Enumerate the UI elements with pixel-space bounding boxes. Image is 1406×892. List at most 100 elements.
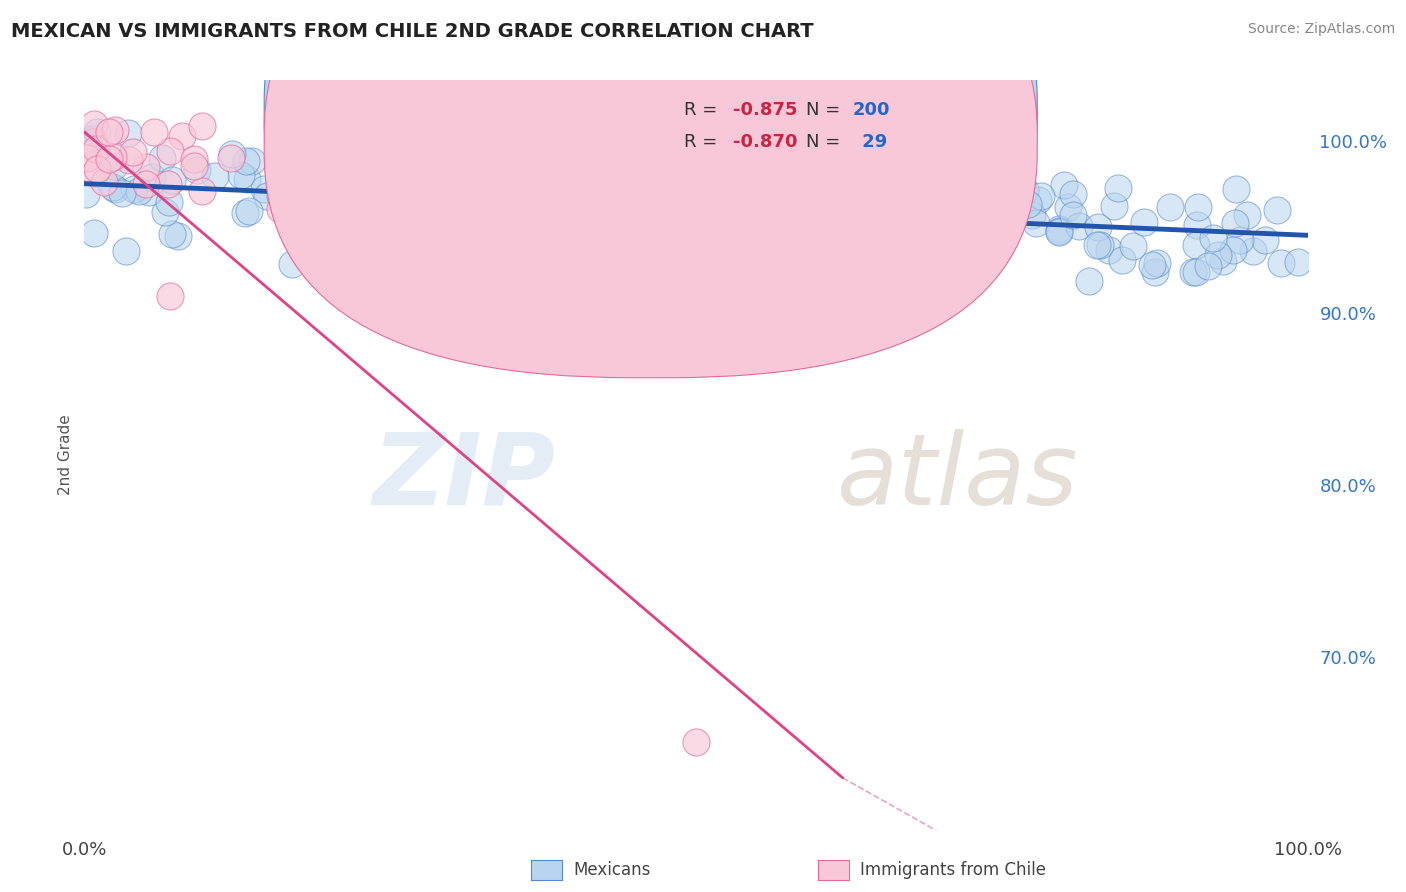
Point: [186, 163, 208, 178]
Point: [524, 171, 547, 186]
Point: [1062, 186, 1084, 201]
Point: [191, 119, 214, 133]
Point: [627, 260, 650, 274]
Point: [276, 150, 298, 164]
Point: [138, 186, 160, 200]
Point: [440, 186, 463, 200]
Point: [183, 160, 205, 174]
Point: [1047, 222, 1070, 236]
Text: MEXICAN VS IMMIGRANTS FROM CHILE 2ND GRADE CORRELATION CHART: MEXICAN VS IMMIGRANTS FROM CHILE 2ND GRA…: [11, 22, 814, 41]
Text: -0.875: -0.875: [733, 102, 797, 120]
Point: [965, 189, 987, 203]
Point: [1102, 199, 1125, 213]
Point: [651, 200, 673, 214]
Point: [409, 194, 432, 208]
Point: [1223, 216, 1246, 230]
Point: [1206, 248, 1229, 262]
Point: [1288, 254, 1310, 268]
Point: [796, 165, 818, 179]
Point: [426, 217, 449, 231]
Point: [1182, 265, 1205, 279]
Point: [589, 189, 612, 203]
Point: [744, 185, 766, 199]
Point: [668, 218, 690, 232]
Point: [135, 177, 157, 191]
Point: [673, 179, 696, 194]
FancyBboxPatch shape: [610, 87, 959, 167]
Text: 29: 29: [856, 134, 887, 152]
Point: [83, 117, 105, 131]
Point: [515, 217, 537, 231]
Point: [117, 127, 139, 141]
Point: [807, 178, 830, 192]
Point: [256, 189, 278, 203]
Point: [505, 175, 527, 189]
Point: [887, 224, 910, 238]
Point: [1017, 196, 1039, 211]
Point: [101, 150, 124, 164]
Point: [879, 180, 901, 194]
Point: [735, 220, 758, 235]
Point: [980, 219, 1002, 233]
Point: [506, 227, 529, 242]
Point: [98, 153, 121, 167]
Point: [637, 161, 659, 175]
Point: [83, 227, 105, 241]
Point: [325, 207, 347, 221]
Point: [361, 135, 384, 149]
Text: Mexicans: Mexicans: [574, 861, 651, 879]
Point: [1144, 265, 1167, 279]
Point: [235, 154, 257, 169]
Point: [657, 166, 679, 180]
Point: [626, 170, 648, 185]
Point: [1052, 178, 1074, 192]
Point: [494, 191, 516, 205]
Point: [588, 196, 610, 211]
Point: [596, 179, 619, 194]
Point: [1021, 208, 1043, 222]
Point: [86, 125, 108, 139]
Point: [991, 178, 1014, 192]
Point: [581, 209, 603, 223]
Point: [103, 160, 125, 174]
Point: [1133, 214, 1156, 228]
Point: [1241, 244, 1264, 259]
Point: [294, 197, 316, 211]
Point: [411, 127, 433, 141]
Point: [269, 202, 291, 217]
Point: [122, 182, 145, 196]
Point: [1187, 200, 1209, 214]
Point: [529, 203, 551, 218]
Point: [925, 230, 948, 244]
Point: [711, 262, 734, 277]
Point: [516, 187, 538, 202]
Point: [84, 166, 107, 180]
Point: [510, 226, 533, 240]
Point: [877, 181, 900, 195]
Point: [634, 191, 657, 205]
Point: [1185, 218, 1208, 232]
Point: [412, 196, 434, 211]
Point: [86, 161, 108, 176]
Point: [526, 191, 548, 205]
Point: [716, 161, 738, 175]
Point: [104, 182, 127, 196]
Point: [879, 192, 901, 206]
Point: [143, 125, 166, 139]
Text: R =: R =: [683, 134, 723, 152]
Point: [357, 137, 380, 152]
Point: [640, 217, 662, 231]
Point: [1236, 208, 1258, 222]
Point: [849, 223, 872, 237]
Point: [191, 184, 214, 198]
Point: [411, 125, 433, 139]
Point: [727, 192, 749, 206]
Point: [440, 156, 463, 170]
Point: [128, 184, 150, 198]
Point: [869, 212, 891, 227]
Point: [157, 178, 180, 192]
Point: [713, 209, 735, 223]
Point: [162, 227, 184, 241]
Point: [609, 161, 631, 176]
Point: [817, 188, 839, 202]
